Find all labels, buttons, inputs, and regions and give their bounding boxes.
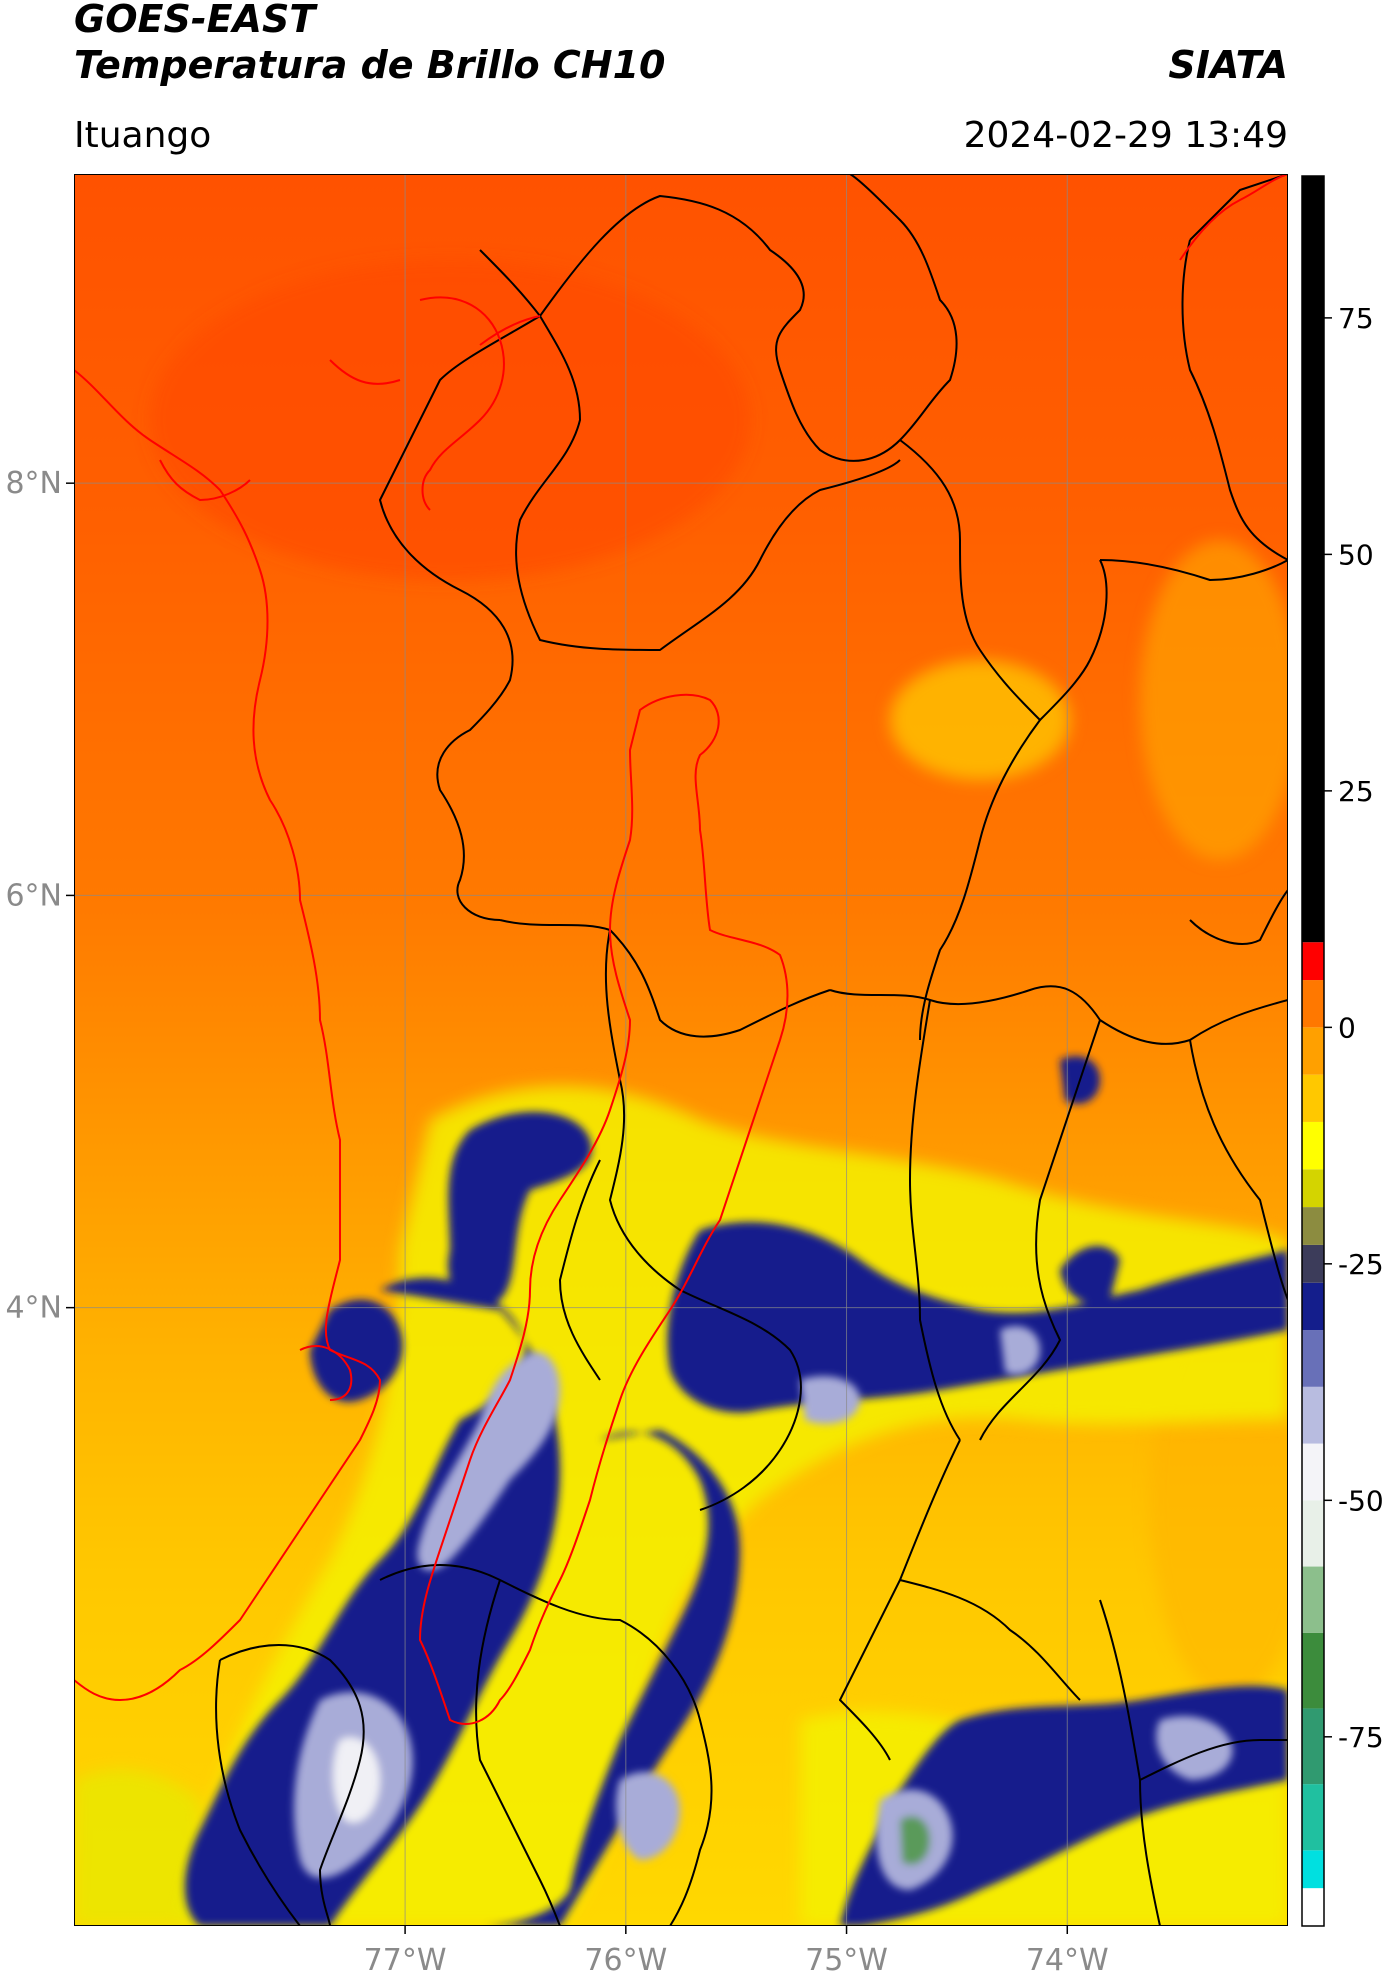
- colorbar-segment: [1302, 1850, 1324, 1889]
- colorbar-segment: [1302, 1566, 1324, 1633]
- colorbar-segment: [1302, 1207, 1324, 1245]
- lat-tick-label: 6°N: [5, 878, 62, 913]
- colorbar-segment: [1302, 1784, 1324, 1851]
- colorbar-tick-label: 0: [1338, 1011, 1356, 1044]
- colorbar-segment: [1302, 176, 1324, 943]
- colorbar-segment: [1302, 980, 1324, 1028]
- map-area: [74, 174, 1288, 1926]
- latitude-tick-labels: 8°N 6°N 4°N: [5, 466, 74, 1326]
- lon-tick-label: 74°W: [1026, 1943, 1109, 1978]
- colorbar-segment: [1302, 1330, 1324, 1387]
- colorbar-tick-label: -75: [1338, 1721, 1384, 1754]
- colorbar-tick-label: 50: [1338, 538, 1374, 571]
- lon-tick-label: 75°W: [805, 1943, 888, 1978]
- region-label: Ituango: [74, 115, 212, 156]
- colorbar-segment: [1302, 1121, 1324, 1170]
- map-gridlines: [74, 174, 1288, 1926]
- warm-pockets: [150, 260, 1288, 1700]
- coastline: [74, 174, 1288, 1701]
- admin-borders: [215, 174, 1288, 1926]
- map-title-product: Temperatura de Brillo CH10: [74, 43, 666, 87]
- lat-tick-label: 8°N: [5, 466, 62, 501]
- colorbar-frame: [1301, 175, 1325, 1927]
- colorbar-ticks: 75 50 25 0 -25 -50 -75: [1324, 302, 1384, 1754]
- organization-label: SIATA: [1168, 43, 1288, 87]
- colorbar-segment: [1302, 1027, 1324, 1075]
- lon-tick-label: 77°W: [364, 1943, 447, 1978]
- ituango-watershed: [418, 693, 789, 1725]
- colorbar-segment: [1302, 942, 1324, 981]
- colorbar-segment: [1302, 1632, 1324, 1709]
- colorbar-segment: [1302, 1169, 1324, 1208]
- colorbar-segment: [1302, 1708, 1324, 1785]
- colorbar-tick-label: -25: [1338, 1248, 1384, 1281]
- colorbar-segment: [1302, 1386, 1324, 1444]
- colorbar-segment: [1302, 1888, 1324, 1926]
- map-title-satellite: GOES-EAST: [74, 0, 316, 41]
- colorbar-segment: [1302, 1244, 1324, 1283]
- colorbar-segment: [1302, 1074, 1324, 1122]
- colorbar-segment: [1302, 1500, 1324, 1567]
- colorbar-tick-label: -50: [1338, 1484, 1384, 1517]
- longitude-tick-labels: 77°W 76°W 75°W 74°W: [364, 1926, 1109, 1978]
- colorbar-tick-label: 25: [1338, 775, 1374, 808]
- timestamp-label: 2024-02-29 13:49: [963, 115, 1288, 156]
- colorbar-segment: [1302, 1282, 1324, 1331]
- colorbar-tick-label: 75: [1338, 302, 1374, 335]
- lat-tick-label: 4°N: [5, 1291, 62, 1326]
- cloud-masses: [185, 1056, 1288, 1926]
- colorbar: [1302, 176, 1324, 1926]
- colorbar-segment: [1302, 1443, 1324, 1501]
- lon-tick-label: 76°W: [584, 1943, 667, 1978]
